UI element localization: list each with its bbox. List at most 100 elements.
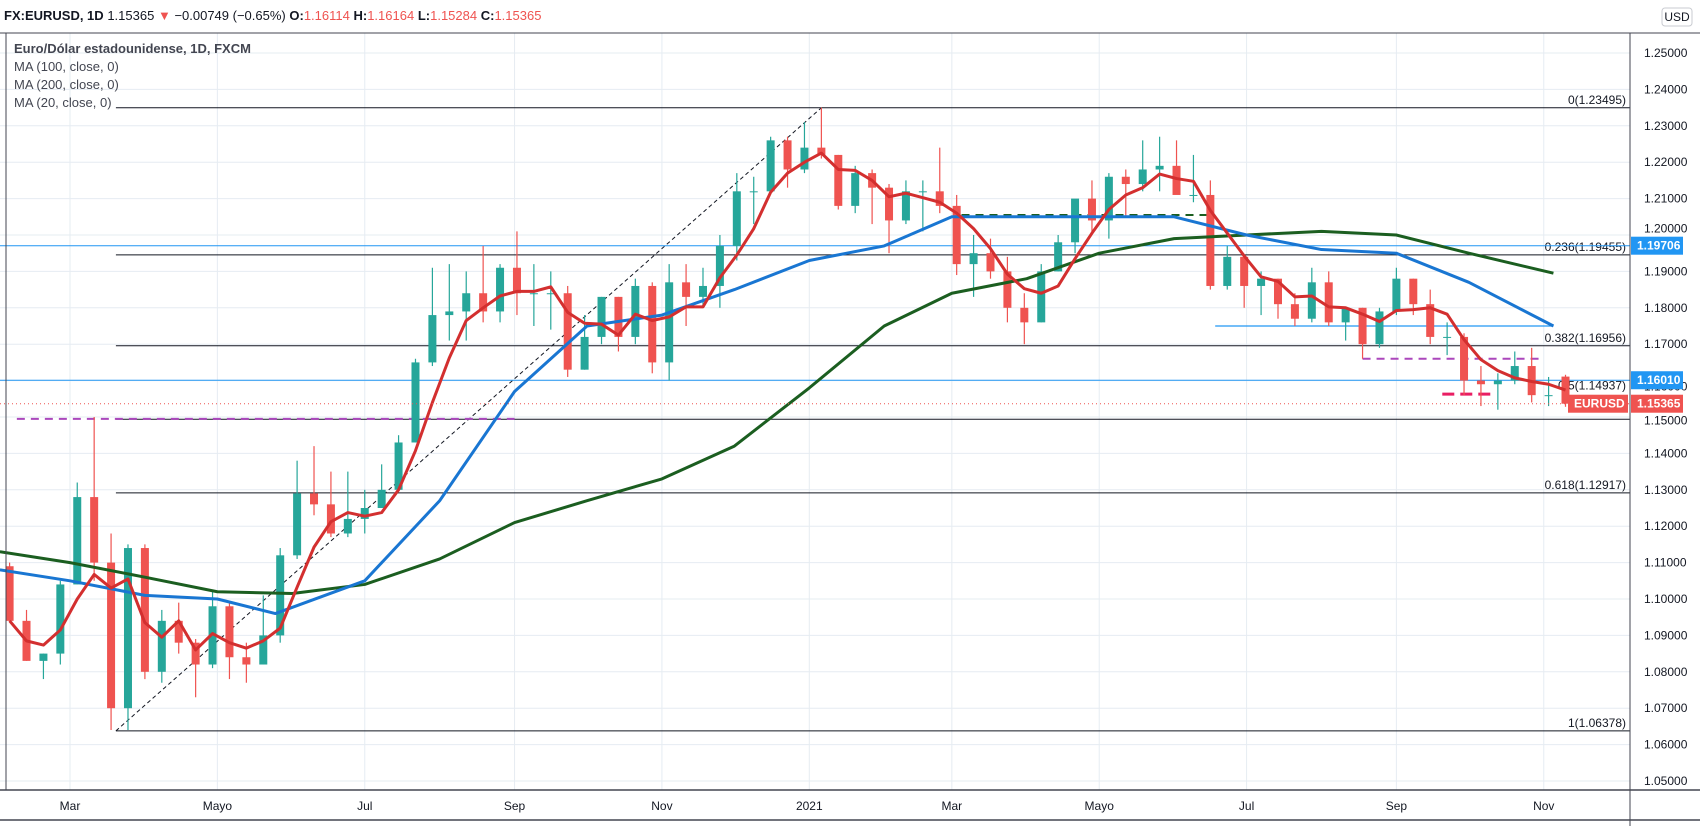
candle[interactable] xyxy=(343,471,352,538)
candle[interactable] xyxy=(1358,307,1367,359)
candle[interactable] xyxy=(1155,136,1164,192)
candle[interactable] xyxy=(1240,256,1249,308)
symbol-name[interactable]: FX:EURUSD, 1D xyxy=(4,8,104,23)
candle[interactable] xyxy=(1223,245,1232,290)
candle-body xyxy=(1307,282,1316,319)
last-price-tag: 1.15365 xyxy=(1631,394,1683,413)
candle[interactable] xyxy=(1274,278,1282,319)
candle[interactable] xyxy=(563,285,572,377)
symbol-tag-bg xyxy=(1568,394,1628,413)
candle[interactable] xyxy=(73,482,82,585)
candle[interactable] xyxy=(1561,374,1570,407)
candle[interactable] xyxy=(1392,267,1401,316)
candle-body xyxy=(73,497,82,585)
ma20-line[interactable] xyxy=(8,151,1566,652)
candle-body xyxy=(242,657,251,665)
candle[interactable] xyxy=(411,358,420,443)
candle[interactable] xyxy=(360,489,369,534)
candle[interactable] xyxy=(749,176,758,225)
candle[interactable] xyxy=(326,471,335,538)
candle[interactable] xyxy=(39,653,48,680)
candle[interactable] xyxy=(529,264,538,326)
candle[interactable] xyxy=(800,122,809,174)
currency-button-frame xyxy=(1661,7,1693,27)
candle[interactable] xyxy=(1121,169,1130,217)
indicator-ma200[interactable]: MA (200, close, 0) xyxy=(14,77,119,92)
candle[interactable] xyxy=(174,602,183,654)
candle[interactable] xyxy=(1257,271,1266,316)
candle[interactable] xyxy=(1443,322,1452,356)
candle[interactable] xyxy=(140,544,149,680)
ma100-line[interactable] xyxy=(0,215,1555,616)
candle[interactable] xyxy=(1020,293,1029,345)
candle[interactable] xyxy=(952,194,961,276)
candle[interactable] xyxy=(496,264,505,323)
candle[interactable] xyxy=(1476,366,1485,407)
ma200-line[interactable] xyxy=(0,229,1554,596)
candle[interactable] xyxy=(107,533,116,731)
candle[interactable] xyxy=(310,446,319,516)
candle-body xyxy=(665,282,674,363)
series-title[interactable]: Euro/Dólar estadounidense, 1D, FXCM xyxy=(14,41,251,56)
candle-body xyxy=(1274,278,1282,305)
candle[interactable] xyxy=(614,296,623,352)
candle[interactable] xyxy=(1460,333,1469,396)
candle[interactable] xyxy=(817,107,826,159)
candle-body xyxy=(343,518,352,534)
candle[interactable] xyxy=(445,264,454,341)
candle[interactable] xyxy=(546,271,555,330)
candle[interactable] xyxy=(1375,307,1384,348)
candle[interactable] xyxy=(1290,293,1299,326)
candle[interactable] xyxy=(918,180,927,232)
candle[interactable] xyxy=(834,154,843,210)
time-tick-label: Mar xyxy=(60,799,81,813)
candle[interactable] xyxy=(1341,307,1350,341)
time-tick-label: Jul xyxy=(1239,799,1254,813)
candle[interactable] xyxy=(1104,173,1113,239)
candle[interactable] xyxy=(394,435,403,490)
candle[interactable] xyxy=(783,136,792,188)
candle[interactable] xyxy=(157,609,166,683)
candle[interactable] xyxy=(428,267,437,367)
candle[interactable] xyxy=(462,271,471,341)
candle-body xyxy=(529,293,538,295)
candle[interactable] xyxy=(969,235,978,297)
candle[interactable] xyxy=(597,296,606,345)
candle[interactable] xyxy=(986,238,995,279)
candle[interactable] xyxy=(1493,373,1502,410)
down-arrow-icon: ▼ xyxy=(157,8,171,23)
candle[interactable] xyxy=(1087,180,1096,232)
indicator-ma100[interactable]: MA (100, close, 0) xyxy=(14,59,119,74)
candle[interactable] xyxy=(851,165,860,214)
candle[interactable] xyxy=(90,417,99,581)
candle[interactable] xyxy=(1206,180,1215,290)
candle[interactable] xyxy=(665,264,674,381)
candle[interactable] xyxy=(1138,140,1147,192)
currency-button[interactable]: USD xyxy=(1661,7,1693,27)
candle[interactable] xyxy=(377,464,386,508)
candle[interactable] xyxy=(901,180,910,225)
candle[interactable] xyxy=(732,173,741,261)
price-tick-label: 1.11000 xyxy=(1644,556,1687,570)
price-tick-label: 1.18000 xyxy=(1644,301,1688,315)
candle-body xyxy=(479,293,488,312)
candle[interactable] xyxy=(1189,154,1198,203)
candle[interactable] xyxy=(682,264,691,326)
candle[interactable] xyxy=(766,136,775,192)
candle[interactable] xyxy=(225,602,234,680)
candle[interactable] xyxy=(1426,289,1435,345)
candle[interactable] xyxy=(512,231,521,316)
candle[interactable] xyxy=(1544,376,1553,407)
candle[interactable] xyxy=(293,460,302,559)
candle[interactable] xyxy=(1071,198,1080,254)
candle[interactable] xyxy=(631,278,640,345)
candle-body xyxy=(1476,380,1485,385)
candle[interactable] xyxy=(1324,271,1333,326)
candle[interactable] xyxy=(56,580,65,665)
candle[interactable] xyxy=(1003,256,1012,323)
candle[interactable] xyxy=(259,595,268,665)
candle[interactable] xyxy=(1054,235,1063,272)
indicator-ma20[interactable]: MA (20, close, 0) xyxy=(14,95,112,110)
candle[interactable] xyxy=(648,282,657,374)
